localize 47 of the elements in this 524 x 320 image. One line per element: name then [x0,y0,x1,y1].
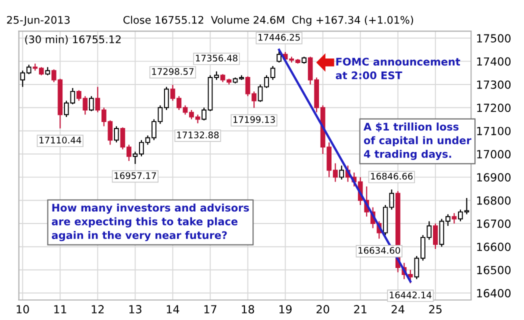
candlestick [88,96,94,112]
candlestick [114,126,119,143]
text: Close 16755.12 Volume 24.6M Chg +167.34 (+1.01%) [123,16,414,26]
y-tick-label: 16600 [477,242,511,252]
text: 25-Jun-2013 [7,16,70,26]
y-tick-label: 17200 [477,104,511,112]
y-tick-label: 17100 [477,126,511,136]
annotation: 17356.48 [196,54,238,62]
y-tick-label: 17400 [477,57,511,66]
y-tick-label: 16900 [477,173,511,182]
x-tick-label: 13 [129,305,142,314]
x-tick-label: 12 [92,305,104,314]
candlestick [452,212,457,224]
x-tick-label: 11 [54,305,66,314]
annotation: 16846.66 [371,172,413,180]
x-tick-label: 14 [166,305,180,314]
candlestick [408,269,413,284]
annotation: 17132.88 [177,132,219,138]
x-tick-label: 25 [429,305,442,314]
x-tick-label: 18 [242,305,254,314]
y-tick-label: 17300 [477,80,511,89]
y-tick-label: 17500 [477,34,511,43]
y-tick-label: 16700 [477,220,511,228]
x-tick-label: 20 [316,305,330,314]
y-tick-label: 16500 [477,266,511,274]
x-tick-label: 24 [392,305,404,314]
annotation: 16634.60 [358,246,400,254]
y-tick-label: 16400 [477,289,511,298]
candlestick [339,165,344,180]
annotation: 17298.57 [152,68,194,75]
x-tick-label: 21 [354,305,366,314]
annotation: FOMC announcement at 2:00 EST [336,58,460,80]
annotation: 16442.14 [390,292,432,298]
annotation: 17110.44 [40,136,82,144]
candlestick [433,222,438,250]
x-tick-label: 19 [279,305,292,314]
annotation: How many investors and advisors are expecting this to take place again in the very near future? [52,204,249,242]
candlestick [276,50,282,64]
annotation: 17446.25 [258,34,300,41]
y-tick-label: 16800 [477,196,511,205]
annotation: 17199.13 [233,116,275,123]
annotation: 16957.17 [114,172,156,180]
x-tick-label: 10 [16,305,29,314]
x-tick-label: 17 [204,305,216,314]
annotation: A $1 trillion loss of capital in under 4 trading days. [364,122,472,160]
y-tick-label: 17000 [477,150,511,158]
annotation: (30 min) 16755.12 [25,35,121,45]
